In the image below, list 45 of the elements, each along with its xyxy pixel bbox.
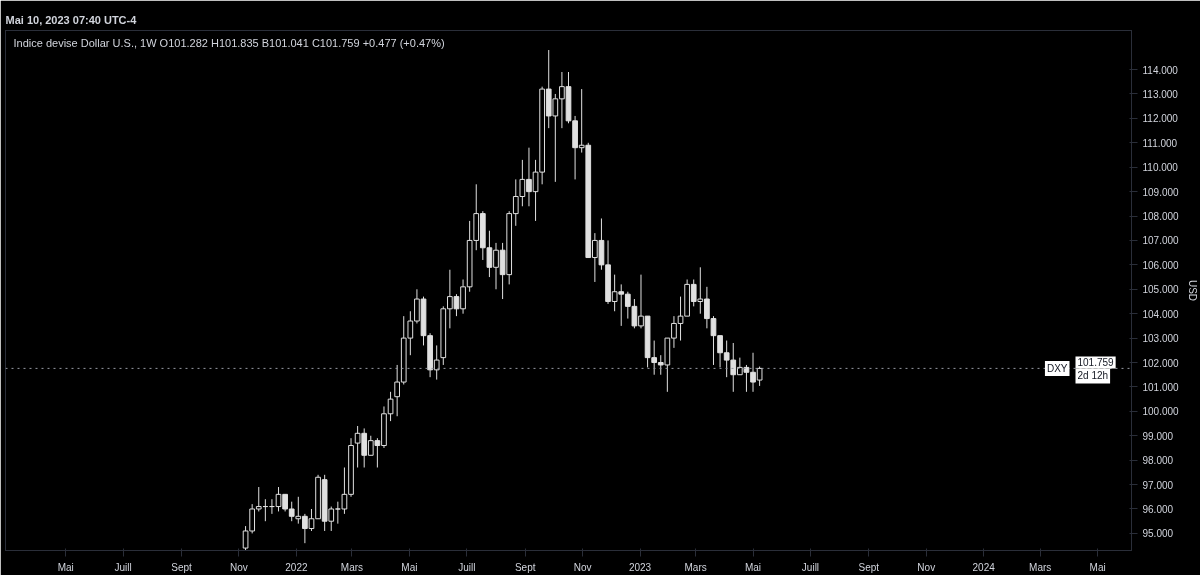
y-tick-label: 106.000 bbox=[1142, 259, 1180, 271]
x-tick-label: 2024 bbox=[972, 561, 996, 573]
y-tick-label: 99.000 bbox=[1142, 430, 1174, 442]
x-tick-label: 2022 bbox=[285, 561, 308, 573]
x-tick-label: Nov bbox=[230, 561, 248, 573]
y-tick-label: 102.000 bbox=[1142, 357, 1180, 369]
chart-title: Indice devise Dollar U.S., 1W O101.282 H101.835 B101.041 C101.759 +0.477 (+0.47%) bbox=[13, 36, 445, 49]
y-tick-label: 107.000 bbox=[1142, 235, 1180, 247]
x-tick-label: 2023 bbox=[628, 561, 652, 573]
y-tick-label: 97.000 bbox=[1142, 479, 1174, 491]
x-tick-label: Juill bbox=[458, 561, 476, 573]
x-tick-label: Mai bbox=[57, 561, 74, 573]
text: Mai 10, 2023 07:40 UTC-4 bbox=[5, 13, 138, 26]
x-tick-label: Mai bbox=[401, 561, 418, 573]
x-tick-label: Juill bbox=[801, 561, 820, 573]
x-tick-label: Juill bbox=[114, 561, 132, 573]
y-tick-label: 112.000 bbox=[1142, 113, 1179, 125]
y-tick-label: 105.000 bbox=[1142, 284, 1180, 296]
y-tick-label: 111.000 bbox=[1142, 137, 1178, 149]
x-tick-label: Nov bbox=[917, 561, 936, 573]
x-tick-label: Nov bbox=[573, 561, 592, 573]
y-tick-label: 101.000 bbox=[1142, 381, 1180, 393]
y-tick-label: 103.000 bbox=[1142, 333, 1180, 345]
x-tick-label: Sept bbox=[171, 561, 193, 573]
ref-line-label: DXY bbox=[1046, 362, 1068, 374]
y-tick-label: 100.000 bbox=[1142, 406, 1180, 418]
y-tick-label: 98.000 bbox=[1142, 455, 1174, 467]
x-tick-label: Sept bbox=[858, 561, 880, 573]
annotation: 2d 12h bbox=[1077, 370, 1109, 382]
x-tick-label: Mars bbox=[340, 561, 364, 573]
y-tick-label: 110.000 bbox=[1142, 162, 1179, 174]
y-tick-label: 113.000 bbox=[1142, 88, 1179, 100]
y-axis-title: USD bbox=[1186, 279, 1198, 302]
annotation: 101.759 bbox=[1077, 357, 1115, 369]
x-tick-label: Mai bbox=[744, 561, 762, 573]
x-tick-label: Mars bbox=[684, 561, 707, 573]
y-tick-label: 114.000 bbox=[1142, 64, 1179, 76]
y-tick-label: 96.000 bbox=[1142, 504, 1174, 515]
y-tick-label: 104.000 bbox=[1142, 308, 1180, 320]
x-tick-label: Sept bbox=[514, 561, 536, 573]
y-tick-label: 108.000 bbox=[1142, 211, 1180, 223]
x-tick-label: Mars bbox=[1029, 561, 1052, 573]
y-tick-label: 95.000 bbox=[1142, 528, 1174, 540]
y-tick-label: 109.000 bbox=[1142, 186, 1180, 198]
x-tick-label: Mai bbox=[1089, 561, 1106, 573]
